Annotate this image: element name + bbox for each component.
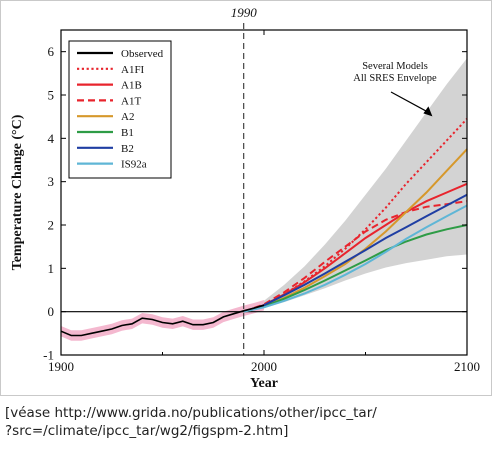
y-tick-label: 6 bbox=[48, 44, 55, 59]
x-tick-label: 2000 bbox=[251, 359, 277, 374]
y-tick-label: 1 bbox=[48, 261, 55, 276]
x-axis-label: Year bbox=[250, 376, 278, 391]
legend-label-a2: A2 bbox=[121, 111, 134, 123]
annotation-arrow-head bbox=[423, 106, 433, 117]
top-label-1990: 1990 bbox=[231, 5, 258, 20]
legend-label-a1fi: A1FI bbox=[121, 64, 145, 76]
legend-label-observed: Observed bbox=[121, 48, 164, 60]
series-line-b1 bbox=[243, 224, 468, 313]
source-caption: [véase http://www.grida.no/publications/… bbox=[5, 404, 489, 440]
legend-label-b1: B1 bbox=[121, 127, 134, 139]
x-tick-label: 2100 bbox=[454, 359, 480, 374]
legend-label-b2: B2 bbox=[121, 143, 134, 155]
legend-label-is92a: IS92a bbox=[121, 159, 147, 171]
annotation-text-line: Several Models bbox=[362, 61, 428, 72]
legend-label-a1t: A1T bbox=[121, 95, 141, 107]
y-tick-label: 2 bbox=[48, 218, 55, 233]
y-axis-label: Temperature Change (°C) bbox=[10, 114, 25, 270]
caption-line-1: [véase http://www.grida.no/publications/… bbox=[5, 405, 377, 421]
figure-frame: 1990 -1 0 1 2 3 4 5 6 1900 2000 2100 Year Temperature… bbox=[0, 0, 492, 396]
series-line-is92a bbox=[243, 204, 468, 313]
y-tick-label: 3 bbox=[48, 174, 55, 189]
legend-label-a1b: A1B bbox=[121, 80, 142, 92]
y-tick-label: 5 bbox=[48, 88, 55, 103]
annotation-text-line: All SRES Envelope bbox=[353, 73, 437, 84]
sres-envelope-band bbox=[243, 58, 467, 312]
series-line-b2 bbox=[243, 193, 468, 313]
x-tick-label: 1900 bbox=[48, 359, 74, 374]
caption-line-2: ?src=/climate/ipcc_tar/wg2/figspm-2.htm] bbox=[5, 423, 289, 439]
series-line-observed bbox=[60, 304, 265, 337]
annotation-arrow-shaft bbox=[390, 91, 429, 113]
legend-box bbox=[68, 40, 172, 179]
observed-uncertainty-band bbox=[61, 300, 264, 341]
temperature-chart: 1990 -1 0 1 2 3 4 5 6 1900 2000 2100 Year Temperature… bbox=[10, 5, 480, 391]
y-tick-label: -1 bbox=[43, 348, 54, 363]
y-tick-label: 4 bbox=[48, 131, 55, 146]
series-line-a1t bbox=[243, 200, 468, 313]
y-tick-label: 0 bbox=[48, 304, 55, 319]
